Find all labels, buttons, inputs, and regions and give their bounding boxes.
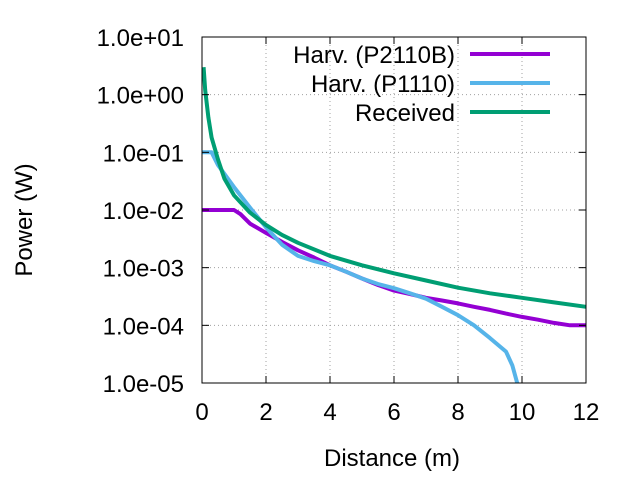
x-tick-label: 10 (509, 399, 536, 426)
x-tick-label: 2 (259, 399, 272, 426)
y-tick-label: 1.0e-01 (103, 140, 184, 167)
y-axis-title: Power (W) (11, 163, 38, 276)
y-tick-label: 1.0e+00 (97, 83, 184, 110)
y-tick-label: 1.0e-04 (103, 313, 184, 340)
legend-label-harv-p2110b: Harv. (P2110B) (293, 42, 455, 69)
y-tick-label: 1.0e-05 (103, 371, 184, 398)
legend-label-received: Received (355, 100, 455, 127)
x-tick-label: 12 (573, 399, 600, 426)
x-tick-label: 0 (195, 399, 208, 426)
x-tick-label: 8 (451, 399, 464, 426)
y-tick-label: 1.0e-03 (103, 256, 184, 283)
x-tick-label: 4 (323, 399, 336, 426)
y-tick-label: 1.0e-02 (103, 198, 184, 225)
y-tick-label: 1.0e+01 (97, 25, 184, 52)
legend-label-harv-p1110: Harv. (P1110) (311, 71, 455, 98)
series-line-harv-p1110 (202, 152, 517, 383)
x-tick-label: 6 (387, 399, 400, 426)
legend: Harv. (P2110B)Harv. (P1110)Received (293, 42, 550, 127)
x-axis-title: Distance (m) (324, 445, 460, 472)
